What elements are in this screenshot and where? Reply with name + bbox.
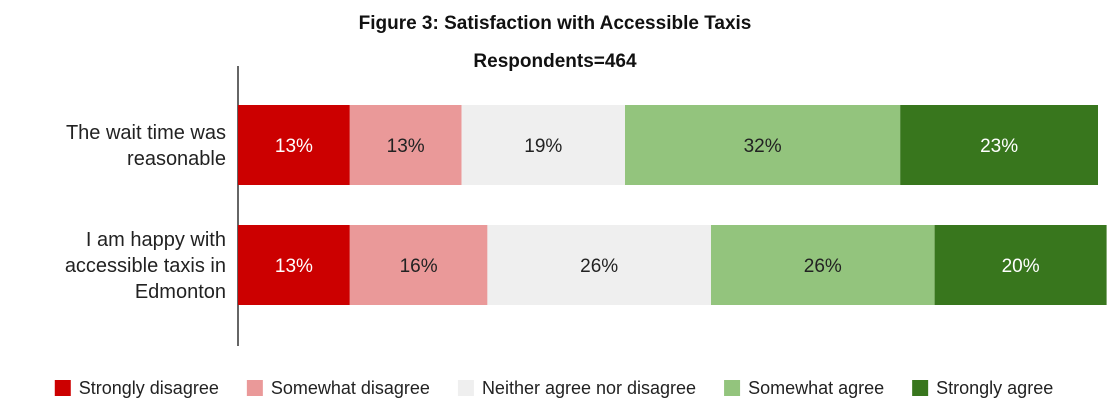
legend-swatch	[246, 380, 263, 396]
bar-segment	[711, 225, 935, 305]
bar-segment	[461, 105, 625, 185]
chart-title: Figure 3: Satisfaction with Accessible T…	[359, 13, 752, 34]
data-label: 13%	[387, 136, 425, 157]
bar-segment	[487, 225, 711, 305]
data-label: 13%	[275, 256, 313, 277]
data-label: 32%	[744, 136, 782, 157]
bar-segment	[349, 105, 462, 185]
legend-label: Somewhat disagree	[271, 378, 430, 398]
category-label: I am happy with	[86, 229, 226, 251]
legend-label: Strongly agree	[936, 378, 1053, 398]
category-labels: The wait time was reasonable I am happy wi…	[65, 122, 226, 303]
legend-swatch	[54, 380, 71, 396]
bar-segment	[934, 225, 1107, 305]
category-label: reasonable	[127, 148, 226, 170]
chart-subtitle: Respondents=464	[473, 51, 637, 72]
category-label: accessible taxis in	[65, 255, 226, 277]
bar-segment	[238, 105, 350, 185]
bar-segment	[349, 225, 488, 305]
bar-segment	[625, 105, 901, 185]
legend-swatch	[912, 380, 929, 396]
legend-label: Neither agree nor disagree	[482, 378, 696, 398]
category-label: The wait time was	[66, 122, 226, 144]
legend-label: Strongly disagree	[79, 378, 219, 398]
data-label: 23%	[980, 136, 1018, 157]
data-label: 16%	[400, 256, 438, 277]
data-label: 26%	[804, 256, 842, 277]
legend-swatch	[457, 380, 474, 396]
data-label: 20%	[1002, 256, 1040, 277]
bar-segment	[900, 105, 1098, 185]
legend-swatch	[724, 380, 741, 396]
data-label: 26%	[580, 256, 618, 277]
bars-group: 13% 13% 19% 32% 23% 13% 16% 26% 26% 20%	[238, 105, 1107, 305]
legend-label: Somewhat agree	[748, 378, 884, 398]
data-label: 13%	[275, 136, 313, 157]
category-label: Edmonton	[135, 281, 226, 303]
bar-segment	[238, 225, 350, 305]
data-label: 19%	[524, 136, 562, 157]
legend: Strongly disagree Somewhat disagree Neithe…	[54, 378, 1053, 398]
